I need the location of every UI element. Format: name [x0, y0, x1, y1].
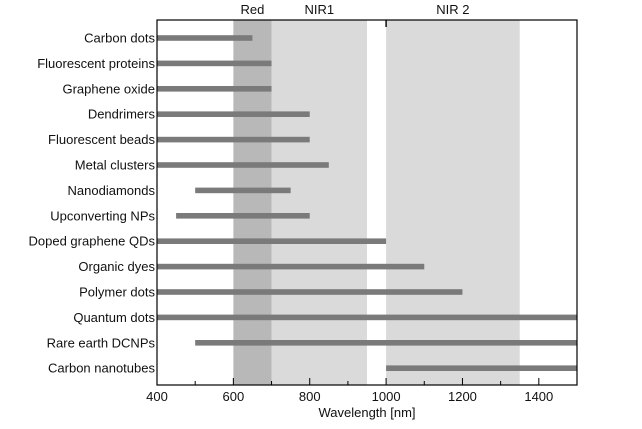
region-band-red [233, 20, 272, 385]
spectral-regions [233, 20, 520, 385]
range-bar-fluorescent-proteins [157, 60, 272, 67]
range-bar-rare-earth-dcnps [195, 340, 577, 346]
range-bar-dendrimers [157, 111, 310, 117]
category-label: Rare earth DCNPs [47, 335, 156, 350]
x-tick-label: 600 [223, 389, 245, 404]
category-label: Doped graphene QDs [29, 234, 156, 249]
category-label: Polymer dots [79, 285, 155, 300]
range-bar-carbon-dots [157, 35, 253, 41]
category-label: Dendrimers [88, 107, 156, 122]
category-label: Organic dyes [78, 259, 155, 274]
x-tick-label: 1000 [372, 389, 401, 404]
range-bar-quantum-dots [157, 314, 577, 321]
category-label: Graphene oxide [62, 81, 155, 96]
category-label: Quantum dots [73, 310, 155, 325]
x-axis-title: Wavelength [nm] [318, 405, 415, 420]
category-label: Fluorescent proteins [37, 56, 155, 71]
category-labels: Carbon dots Fluorescent proteins Graphene … [29, 31, 156, 376]
range-bar-graphene-oxide [157, 86, 272, 92]
x-tick-label: 1400 [524, 389, 553, 404]
range-bar-upconverting-nps [176, 213, 310, 219]
range-bar-carbon-nanotubes [386, 365, 577, 371]
category-label: Upconverting NPs [50, 208, 155, 223]
plot-frame [156, 19, 578, 386]
category-label: Carbon dots [84, 31, 155, 46]
x-tick-label: 400 [146, 389, 168, 404]
range-bar-nanodiamonds [195, 187, 291, 194]
category-label: Nanodiamonds [68, 183, 156, 198]
range-bar-fluorescent-beads [157, 136, 310, 143]
region-label-nir-2: NIR 2 [436, 2, 469, 17]
x-tick-label: 1200 [448, 389, 477, 404]
range-bar-doped-graphene-qds [157, 238, 387, 244]
range-bar-metal-clusters [157, 162, 329, 168]
region-label-red: Red [241, 2, 265, 17]
x-axis-ticks: 400 600 800 1000 1200 1400 [146, 378, 578, 404]
x-tick-label: 800 [299, 389, 321, 404]
region-label-nir1: NIR1 [304, 2, 334, 17]
category-label: Carbon nanotubes [48, 361, 155, 376]
range-bars [157, 35, 577, 371]
range-bar-organic-dyes [157, 263, 425, 270]
category-label: Fluorescent beads [48, 132, 155, 147]
region-labels: Red NIR1 NIR 2 [241, 2, 470, 17]
category-label: Metal clusters [75, 158, 156, 173]
region-band-nir1 [271, 20, 367, 385]
range-bar-polymer-dots [157, 289, 463, 295]
region-band-nir-2 [386, 20, 520, 385]
